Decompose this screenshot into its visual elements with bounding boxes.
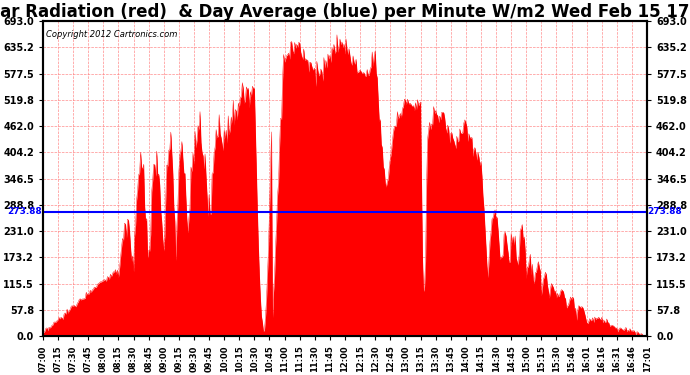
Text: 273.88: 273.88: [8, 207, 42, 216]
Title: Solar Radiation (red)  & Day Average (blue) per Minute W/m2 Wed Feb 15 17:14: Solar Radiation (red) & Day Average (blu…: [0, 3, 690, 21]
Text: 273.88: 273.88: [648, 207, 682, 216]
Text: Copyright 2012 Cartronics.com: Copyright 2012 Cartronics.com: [46, 30, 177, 39]
